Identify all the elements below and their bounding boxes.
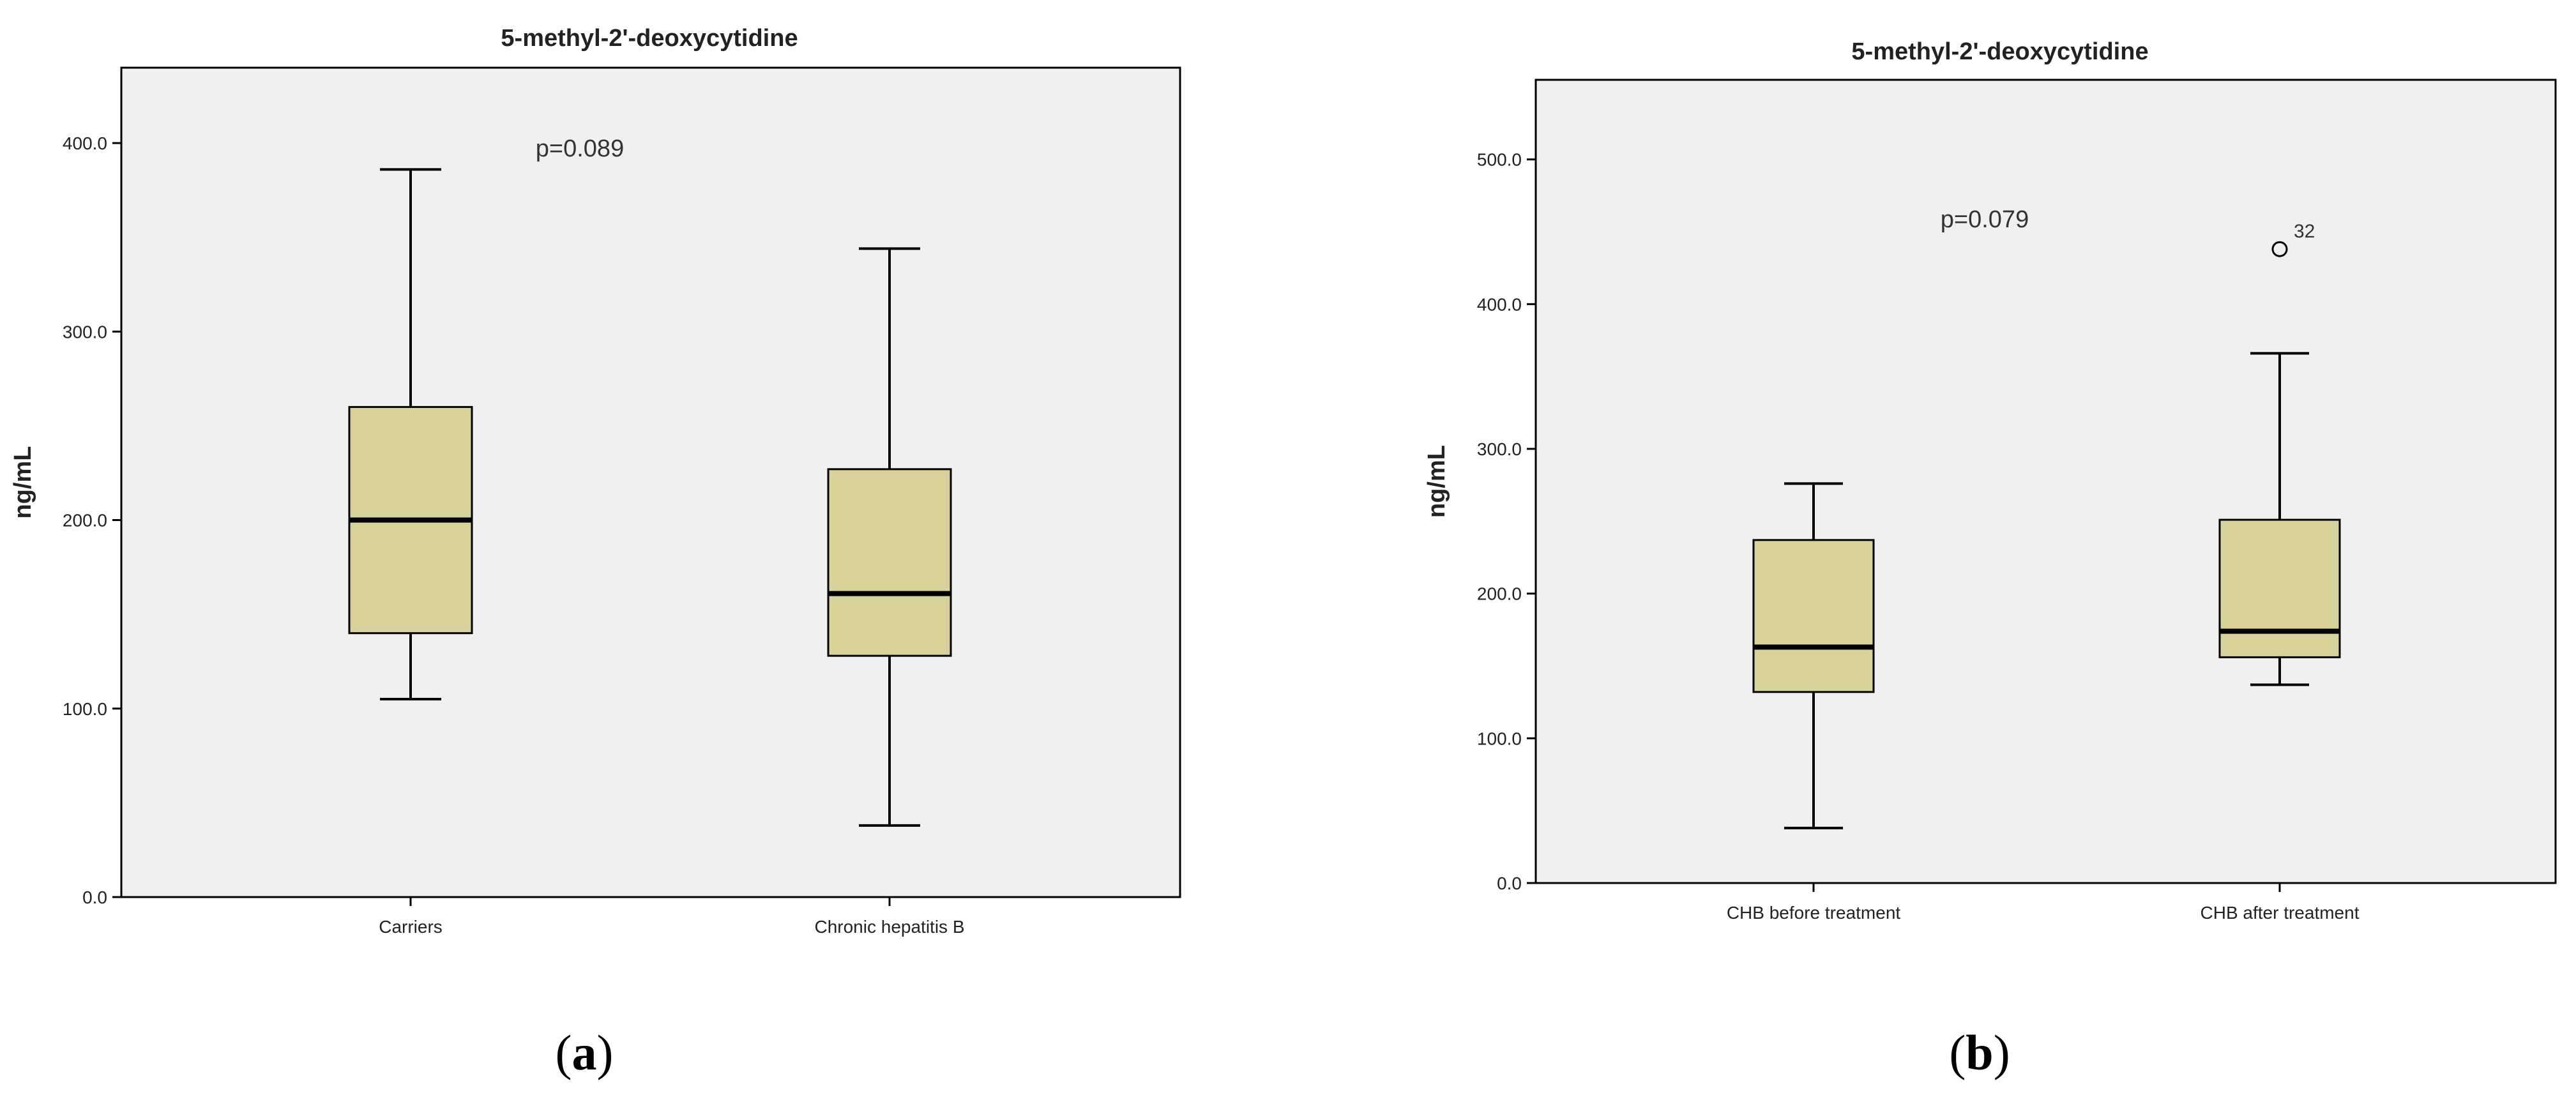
- panel-b-p-value: p=0.079: [1941, 206, 2029, 233]
- panel-a-category-label: Carriers: [379, 917, 443, 937]
- panel-b-y-tick-label: 500.0: [1477, 150, 1522, 170]
- panel-a-y-tick-label: 100.0: [63, 699, 107, 719]
- panel-b-category-label: CHB after treatment: [2201, 903, 2360, 923]
- panel-b-category-label: CHB before treatment: [1727, 903, 1901, 923]
- panel-a-chart: 5-methyl-2'-deoxycytidine ng/mL 0.0 100.0 20…: [10, 25, 1181, 1080]
- panel-b-chart: 5-methyl-2'-deoxycytidine ng/mL 0.0 100.0 20…: [1423, 38, 2557, 1080]
- panel-b-outlier-point: [2271, 241, 2288, 257]
- panel-b-y-tick-label: 0.0: [1497, 873, 1522, 893]
- panel-a-y-axis-label: ng/mL: [10, 446, 36, 519]
- panel-a-plot-area: [120, 66, 1181, 898]
- panel-b-title: 5-methyl-2'-deoxycytidine: [1851, 38, 2148, 65]
- panel-b-box: [2218, 518, 2341, 658]
- panel-b-y-tick-label: 300.0: [1477, 439, 1522, 459]
- panel-a-y-tick-label: 200.0: [63, 511, 107, 531]
- panel-a-label: (a): [556, 1025, 614, 1080]
- panel-b-y-axis-label: ng/mL: [1423, 445, 1450, 518]
- panel-b-outlier-label: 32: [2294, 221, 2315, 242]
- panel-a-p-value: p=0.089: [536, 135, 624, 162]
- panel-a-category-label: Chronic hepatitis B: [814, 917, 964, 937]
- panel-a-box: [827, 468, 952, 657]
- panel-b-label: (b): [1949, 1025, 2010, 1080]
- panel-b-y-tick-label: 100.0: [1477, 729, 1522, 748]
- panel-b-y-tick-label: 400.0: [1477, 294, 1522, 314]
- panel-b-box: [1752, 539, 1875, 693]
- panel-b-y-tick-label: 200.0: [1477, 584, 1522, 604]
- panel-b-plot-area: [1534, 79, 2557, 884]
- panel-a-y-tick-label: 0.0: [82, 887, 107, 907]
- panel-a-y-tick-label: 400.0: [63, 133, 107, 153]
- panel-a-title: 5-methyl-2'-deoxycytidine: [501, 25, 798, 52]
- panel-a-y-tick-label: 300.0: [63, 322, 107, 342]
